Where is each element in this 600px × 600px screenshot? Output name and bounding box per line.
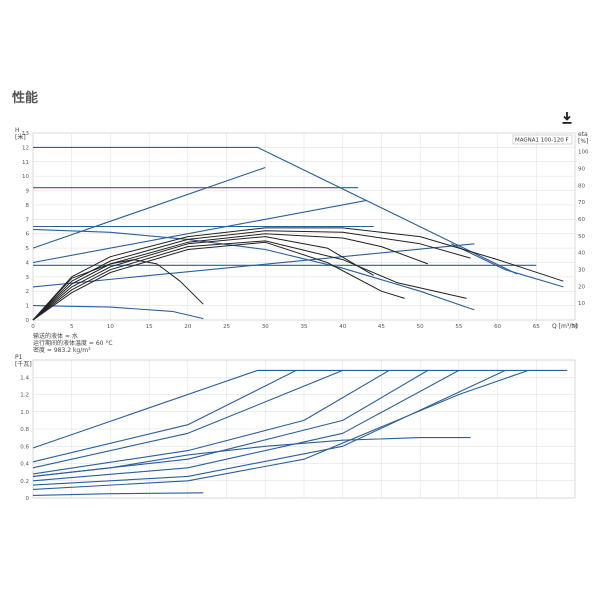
y-tick-label: 4 [26, 260, 30, 266]
y-axis-label: [千瓦] [15, 360, 32, 368]
series-line [32, 492, 204, 496]
series-line [450, 243, 564, 288]
series-line [32, 236, 374, 321]
y-right-tick-label: 10 [578, 301, 585, 307]
y-right-axis-label: [%] [578, 138, 588, 145]
x-tick-label: 70 [572, 324, 579, 330]
x-tick-label: 45 [378, 324, 385, 330]
y-tick-label: 1.0 [20, 410, 29, 416]
series-line [32, 166, 266, 249]
series-line [32, 305, 204, 320]
series-line [32, 369, 343, 469]
y-tick-label: 1.4 [20, 375, 29, 381]
series-line [32, 369, 568, 449]
download-icon[interactable] [561, 111, 573, 125]
x-tick-label: 0 [31, 324, 35, 330]
page-title: 性能 [12, 91, 39, 106]
series-line [32, 240, 467, 321]
y-tick-label: 12 [22, 145, 29, 151]
y-right-tick-label: 80 [578, 183, 585, 189]
y-tick-label: 3 [26, 275, 30, 281]
x-tick-label: 50 [417, 324, 424, 330]
series-line [32, 230, 471, 321]
x-tick-label: 65 [533, 324, 540, 330]
x-axis-label: Q [m³/h] [552, 323, 577, 330]
x-tick-label: 35 [301, 324, 308, 330]
chart-note: 输送的液体 = 水 [33, 332, 78, 340]
y-right-tick-label: 40 [578, 251, 585, 257]
series-line [32, 241, 405, 321]
y-right-axis-label: eta [578, 131, 588, 138]
series-line [32, 369, 390, 475]
power-chart: 0 0.2 0.4 0.6 0.8 1.0 1.2 1.4 P1[千瓦] [15, 354, 576, 502]
y-tick-label: 0.8 [20, 427, 29, 433]
y-tick-label: 10 [22, 174, 29, 180]
series-line [32, 200, 367, 264]
x-tick-label: 5 [70, 324, 74, 330]
x-tick-label: 15 [146, 324, 153, 330]
y-tick-label: 8 [26, 203, 30, 209]
x-tick-label: 40 [339, 324, 346, 330]
x-tick-label: 10 [107, 324, 114, 330]
y-tick-label: 7 [26, 217, 30, 223]
y-tick-label: 6 [26, 232, 30, 238]
y-right-tick-label: 100 [578, 150, 589, 156]
series-line [32, 369, 460, 482]
y-tick-label: 5 [26, 246, 30, 252]
y-tick-label: 9 [26, 189, 30, 195]
y-right-tick-label: 50 [578, 234, 585, 240]
y-tick-label: 13 [22, 131, 29, 137]
y-tick-label: 11 [22, 160, 29, 166]
y-tick-label: 2 [26, 289, 30, 295]
series-line [32, 369, 529, 490]
series-line [32, 243, 475, 288]
series-line [32, 228, 475, 311]
y-tick-label: 0.4 [20, 462, 29, 468]
series-line [32, 369, 506, 486]
x-tick-label: 25 [223, 324, 230, 330]
chart-note: 运行期间的液体温度 = 60 °C [33, 339, 113, 347]
y-right-tick-label: 60 [578, 217, 585, 223]
series-line [32, 369, 297, 463]
x-tick-label: 20 [184, 324, 191, 330]
y-tick-label: 1.2 [20, 393, 29, 399]
x-tick-label: 55 [455, 324, 462, 330]
x-tick-label: 30 [262, 324, 269, 330]
y-axis-label: H [15, 127, 20, 134]
y-axis-label: P1 [15, 354, 23, 361]
series-line [32, 259, 204, 321]
x-tick-label: 60 [494, 324, 501, 330]
series-line [32, 233, 429, 321]
y-right-tick-label: 70 [578, 200, 585, 206]
chart-note: 密度 = 983.2 kg/m³ [33, 346, 91, 354]
series-line [32, 369, 429, 477]
y-tick-label: 1 [26, 304, 30, 310]
series-line [32, 227, 564, 321]
y-tick-label: 0 [26, 496, 30, 502]
y-right-tick-label: 90 [578, 167, 585, 173]
y-right-tick-label: 30 [578, 268, 585, 274]
series-line [33, 146, 518, 275]
model-label: MAGNA1 100-120 F [515, 138, 569, 144]
y-tick-label: 0.2 [20, 479, 29, 485]
y-tick-label: 0.6 [20, 444, 29, 450]
series-line [32, 437, 471, 477]
model-label-box [512, 134, 573, 145]
y-tick-label: 0 [26, 318, 30, 324]
y-axis-label: [米] [15, 133, 26, 141]
y-right-tick-label: 20 [578, 284, 585, 290]
